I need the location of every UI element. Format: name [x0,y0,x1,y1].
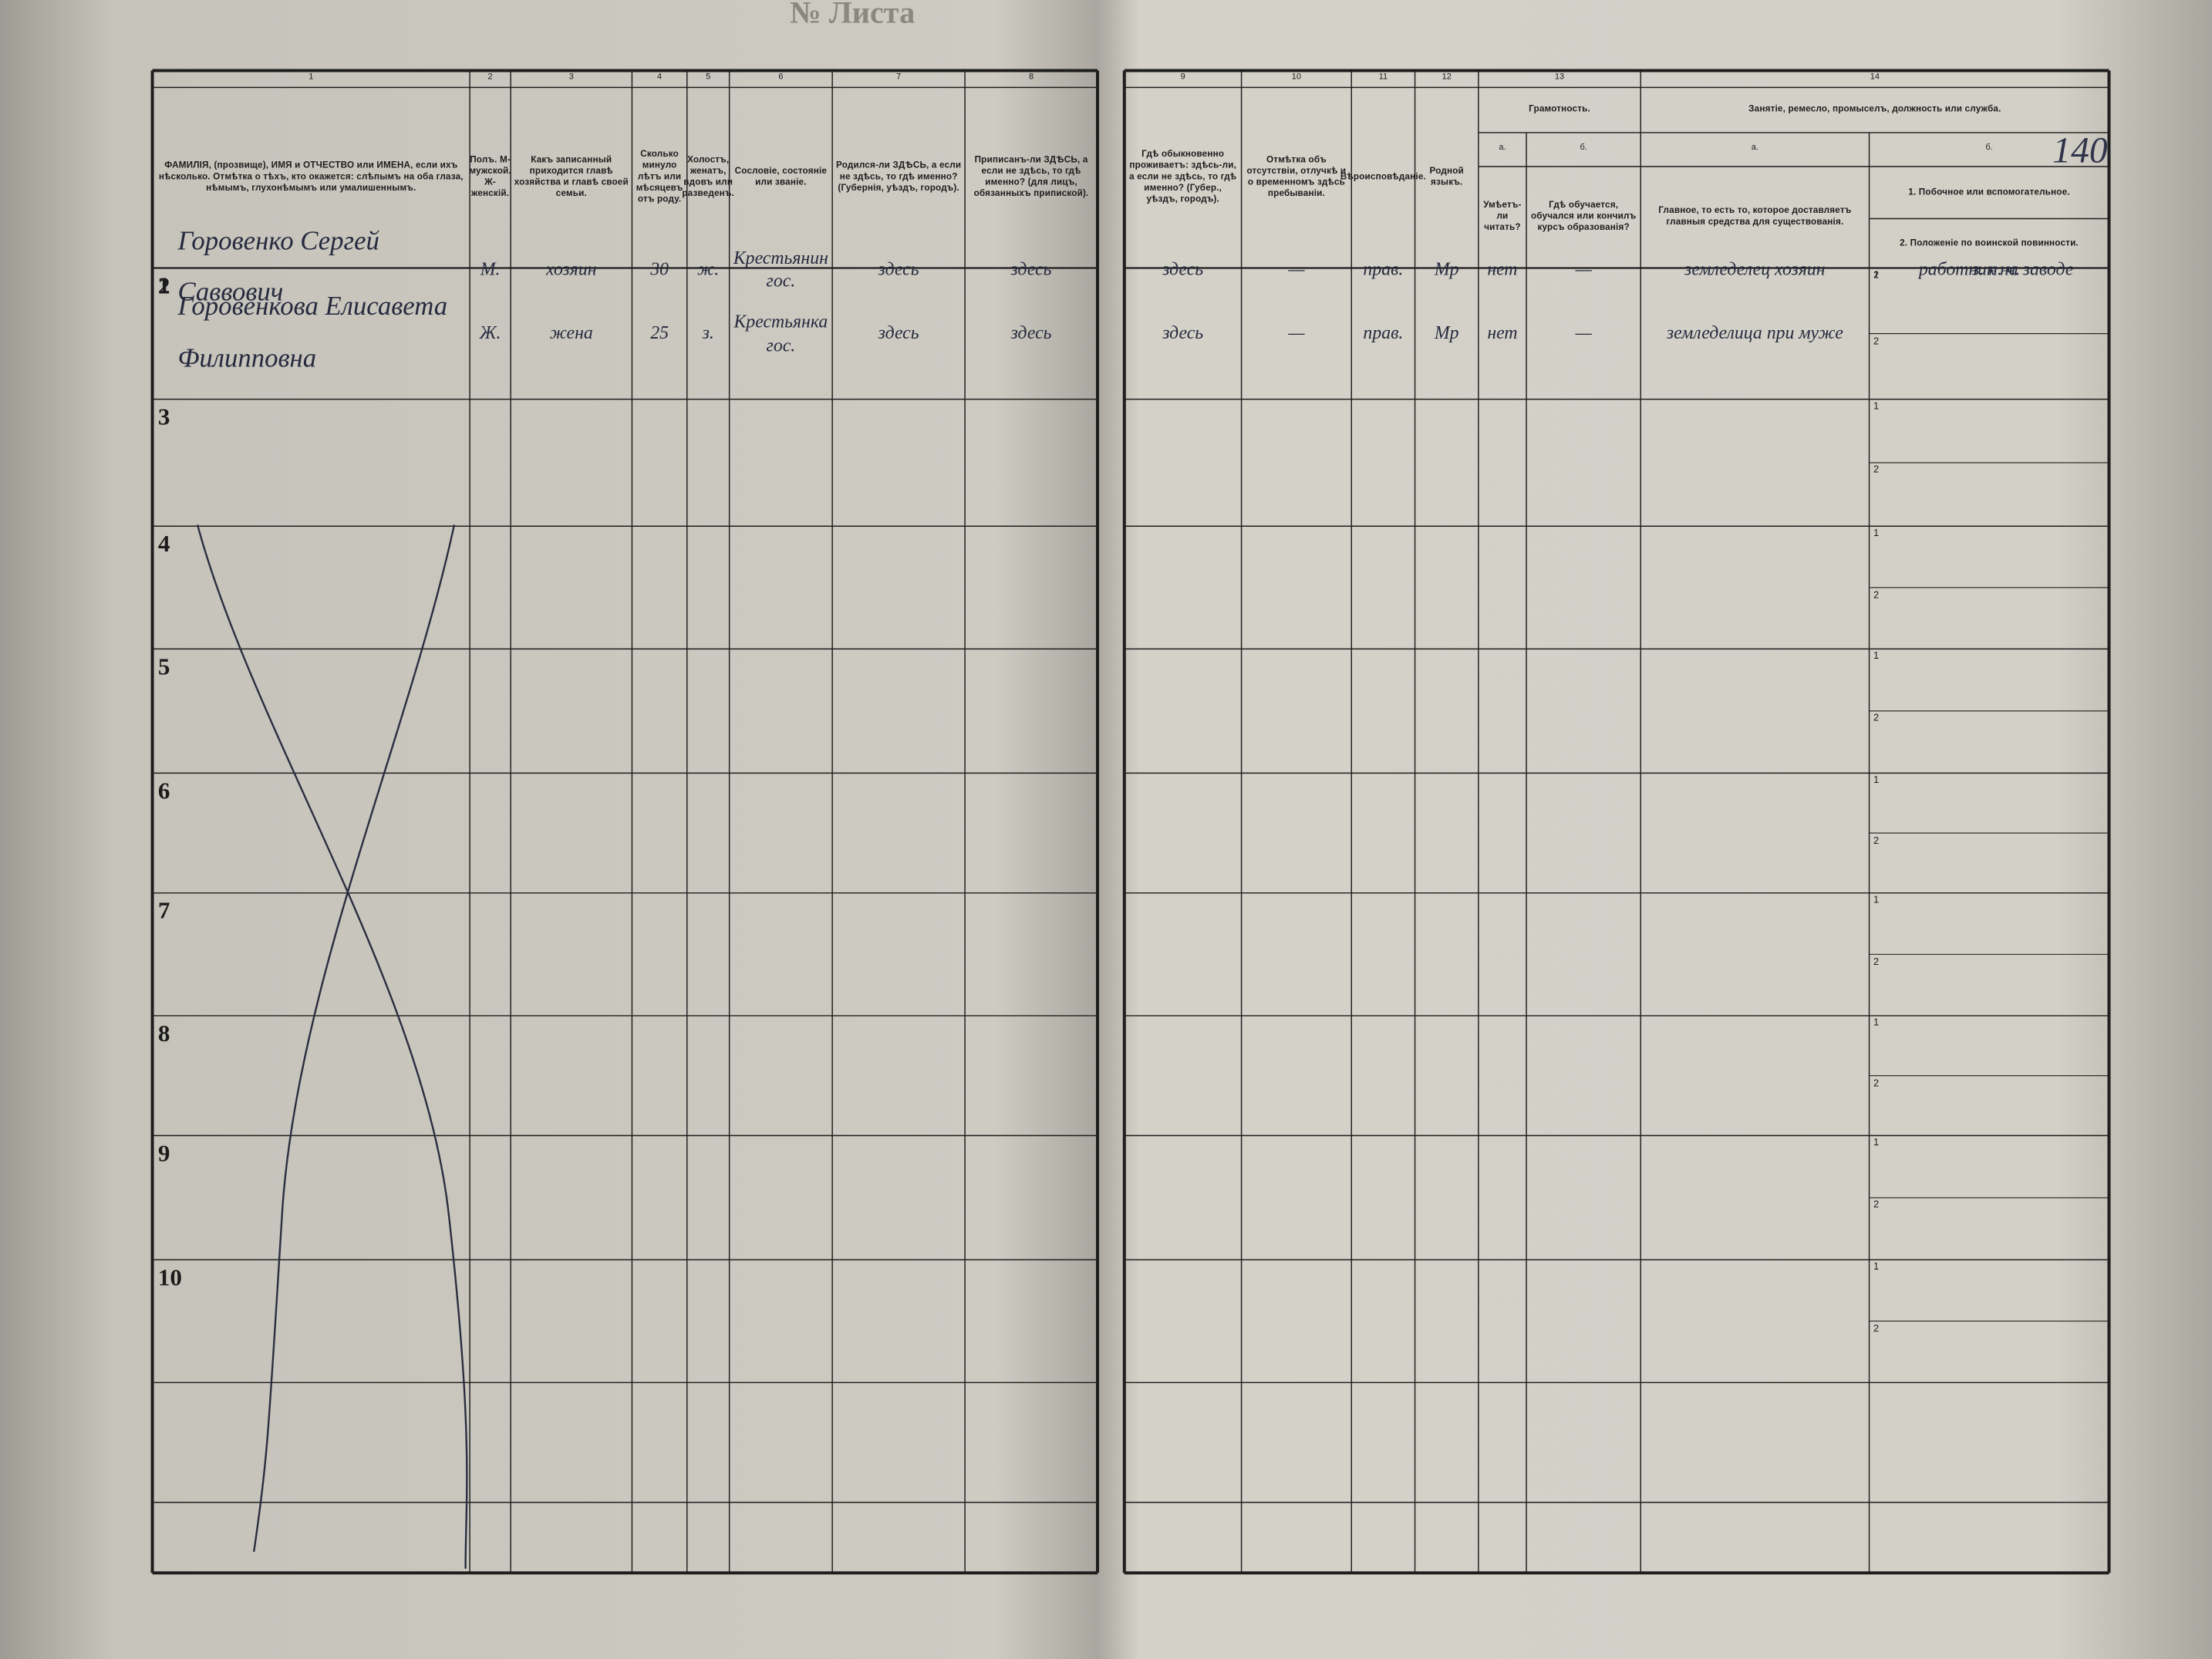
column-number: 10 [1291,73,1302,83]
row-number: 2 [157,272,170,299]
column-number: 14 [1870,73,1880,83]
sub-letter: а. [1499,144,1506,153]
row-number: 7 [157,897,170,925]
column-number: 6 [778,73,784,83]
group-header: Занятіе, ремесло, промыселъ, должность и… [1748,104,2001,115]
subrow-label: 1 [1873,528,1880,539]
entry: з. [702,322,714,344]
subrow-label: 1 [1873,895,1880,906]
column-header: Вѣроисповѣданіе. [1340,172,1426,182]
column-header: Сословіе, состояніе или званіе. [734,166,828,188]
row-number: 8 [157,1020,170,1047]
entry: прав. [1363,322,1404,344]
subrow-label: 1 [1873,402,1880,413]
entry: земледелица при муже [1666,322,1843,344]
column-header: Отмѣтка объ отсутствіи, отлучкѣ и о врем… [1246,155,1347,199]
subrow-label: 2 [1873,957,1880,967]
sub-letter: б. [1985,144,1993,153]
column-number: 13 [1554,73,1565,83]
column-header: Родной языкъ. [1429,166,1464,188]
column-header: 2. Положеніе по воинской повинности. [1900,238,2079,248]
sub-letter: а. [1751,144,1758,153]
entry: Мр [1434,322,1459,344]
cross-out-stroke [253,524,456,1553]
subrow-label: 2 [1873,1078,1880,1089]
sub-letter: б. [1580,144,1587,153]
row-number: 10 [157,1263,182,1291]
row-number: 5 [157,652,170,680]
column-number: 12 [1442,73,1452,83]
subrow-label: 2 [1873,590,1880,601]
row-number: 6 [157,777,170,804]
row-number: 4 [157,530,170,558]
subrow-label: 1 [1873,1018,1880,1029]
subrow-label: 2 [1873,336,1880,347]
subrow-label: 1 [1873,652,1880,662]
subrow-label: 2 [1873,1200,1880,1211]
entry: Крестьянка гос. [733,310,828,356]
column-header: Родился-ли ЗДѢСЬ, а если не здѣсь, то гд… [836,160,962,194]
column-header: Гдѣ обыкновенно проживаетъ: здѣсь-ли, а … [1129,149,1237,205]
column-number: 2 [487,73,493,83]
entry: здесь [1010,322,1052,344]
subrow-label: 2 [1873,1323,1880,1334]
column-header: Главное, то есть то, которое доставляетъ… [1658,206,1852,228]
column-header: Приписанъ-ли ЗДѢСЬ, а если не здѣсь, то … [973,155,1089,199]
row-number: 9 [157,1139,170,1167]
column-header: Полъ. М-мужской. Ж-женскій. [469,155,511,199]
subrow-label: 1 [1873,271,1880,281]
entry: Ж. [479,322,501,344]
entry: — [1288,322,1305,344]
subrow-label: 1 [1873,1138,1880,1148]
entry: нет [1487,322,1518,344]
column-number: 5 [706,73,711,83]
row-number: 3 [157,403,170,430]
subrow-label: 2 [1873,465,1880,476]
person-name: Горовенкова Елисавета Филипповна [177,292,448,373]
column-header: Какъ записанный приходится главѣ хозяйст… [514,155,629,199]
column-header: Сколько минуло лѣтъ или мѣсяцевъ отъ род… [636,149,683,205]
entry: здесь [878,322,919,344]
column-number: 11 [1378,73,1388,83]
column-number: 1 [309,73,314,83]
entry: з. н. ч. [1972,258,2021,279]
column-number: 4 [657,73,663,83]
column-header: ФАМИЛІЯ, (прозвище), ИМЯ и ОТЧЕСТВО или … [158,160,464,194]
subrow-label: 1 [1873,775,1880,786]
column-header: Холостъ, женатъ, вдовъ или разведенъ. [682,155,735,199]
column-header: Умѣетъ-ли читать? [1483,200,1522,233]
entry: — [1575,322,1592,344]
column-number: 7 [896,73,902,83]
column-header: Гдѣ обучается, обучался или кончилъ курс… [1530,200,1637,233]
entry: 25 [650,322,669,344]
entry: жена [549,322,593,344]
sheet-label: № Листа [790,0,915,30]
column-header: 1. Побочное или вспомогательное. [1908,187,2070,197]
group-header: Грамотность. [1529,104,1590,115]
subrow-label: 2 [1873,713,1880,724]
column-number: 9 [1180,73,1185,83]
cross-out-stroke [196,524,468,1569]
column-number: 8 [1028,73,1034,83]
page-number: 140 [2052,130,2108,171]
entry: здесь [1162,322,1204,344]
column-number: 3 [568,73,574,83]
subrow-label: 2 [1873,835,1880,846]
subrow-label: 1 [1873,1263,1880,1273]
